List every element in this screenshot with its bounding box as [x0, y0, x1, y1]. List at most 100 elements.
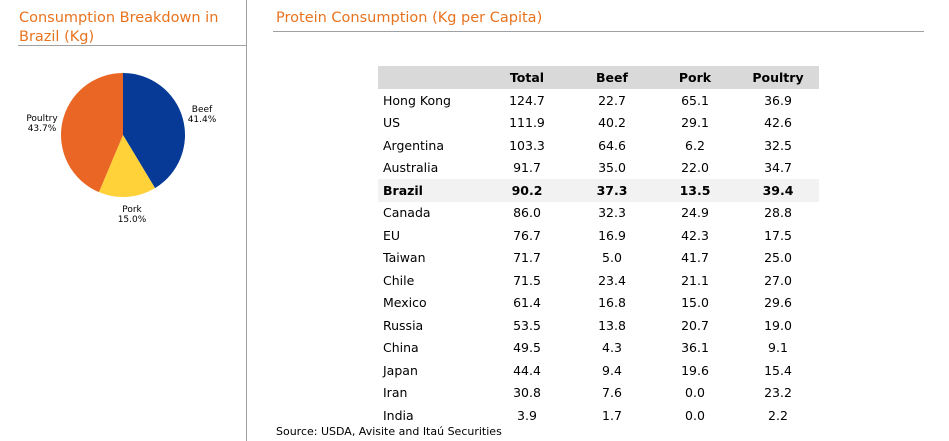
- table-header-row: Total Beef Pork Poultry: [378, 66, 819, 89]
- cell-beef: 4.3: [602, 340, 622, 356]
- cell-poultry: 17.5: [764, 227, 792, 243]
- cell-total: 103.3: [509, 137, 545, 153]
- cell-pork: 36.1: [681, 340, 709, 356]
- pie-value-beef: 41.4%: [188, 115, 217, 125]
- cell-pork: 65.1: [681, 92, 709, 108]
- cell-pork: 13.5: [653, 179, 737, 202]
- cell-total: 124.7: [509, 92, 545, 108]
- cell-beef: 9.4: [602, 362, 622, 378]
- cell-country: Russia: [383, 317, 424, 333]
- cell-pork: 21.1: [681, 272, 709, 288]
- right-title-rule: [273, 31, 924, 32]
- table-row: Australia 91.7 35.0 22.0 34.7: [378, 157, 819, 180]
- cell-country: Mexico: [383, 295, 427, 311]
- table-row: Mexico 61.4 16.8 15.0 29.6: [378, 292, 819, 315]
- cell-beef: 23.4: [598, 272, 626, 288]
- cell-poultry: 19.0: [764, 317, 792, 333]
- cell-poultry: 27.0: [764, 272, 792, 288]
- cell-total: 61.4: [513, 295, 541, 311]
- cell-total: 86.0: [513, 205, 541, 221]
- cell-country: Canada: [383, 205, 431, 221]
- cell-country: Argentina: [383, 137, 444, 153]
- cell-beef: 5.0: [602, 250, 622, 266]
- table-title: Protein Consumption (Kg per Capita): [276, 10, 543, 26]
- cell-total: 53.5: [513, 317, 541, 333]
- table-row: Iran 30.8 7.6 0.0 23.2: [378, 382, 819, 405]
- table-row: Argentina 103.3 64.6 6.2 32.5: [378, 134, 819, 157]
- table-row: China 49.5 4.3 36.1 9.1: [378, 337, 819, 360]
- cell-poultry: 9.1: [768, 340, 788, 356]
- cell-country: Iran: [383, 385, 408, 401]
- cell-pork: 15.0: [681, 295, 709, 311]
- cell-beef: 32.3: [598, 205, 626, 221]
- cell-poultry: 42.6: [764, 115, 792, 131]
- cell-total: 49.5: [513, 340, 541, 356]
- cell-beef: 35.0: [598, 160, 626, 176]
- cell-beef: 40.2: [598, 115, 626, 131]
- panel-divider: [246, 0, 247, 441]
- pie-slice-poultry: [60, 73, 123, 193]
- cell-country: Taiwan: [383, 250, 426, 266]
- header-pork: Pork: [653, 66, 737, 89]
- cell-pork: 6.2: [685, 137, 705, 153]
- table-row: Canada 86.0 32.3 24.9 28.8: [378, 202, 819, 225]
- cell-country: Hong Kong: [383, 92, 451, 108]
- cell-pork: 41.7: [681, 250, 709, 266]
- cell-pork: 42.3: [681, 227, 709, 243]
- cell-poultry: 34.7: [764, 160, 792, 176]
- cell-total: 71.5: [513, 272, 541, 288]
- cell-beef: 64.6: [598, 137, 626, 153]
- table-row: Taiwan 71.7 5.0 41.7 25.0: [378, 247, 819, 270]
- pie-label-poultry: Poultry: [26, 114, 58, 124]
- cell-country: US: [383, 115, 401, 131]
- pie-value-poultry: 43.7%: [28, 124, 57, 134]
- left-title-rule: [18, 45, 246, 46]
- cell-beef: 1.7: [602, 407, 622, 423]
- cell-country: Brazil: [378, 179, 483, 202]
- cell-poultry: 23.2: [764, 385, 792, 401]
- table-row: Brazil 90.2 37.3 13.5 39.4: [378, 179, 819, 202]
- consumption-breakdown-panel: Consumption Breakdown in Brazil (Kg) Bee…: [0, 0, 247, 441]
- cell-beef: 37.3: [571, 179, 653, 202]
- cell-total: 3.9: [517, 407, 537, 423]
- header-total: Total: [483, 66, 571, 89]
- cell-poultry: 36.9: [764, 92, 792, 108]
- cell-poultry: 25.0: [764, 250, 792, 266]
- header-poultry: Poultry: [737, 66, 819, 89]
- cell-pork: 19.6: [681, 362, 709, 378]
- cell-pork: 22.0: [681, 160, 709, 176]
- pie-chart-title: Consumption Breakdown in Brazil (Kg): [19, 10, 219, 45]
- cell-country: China: [383, 340, 419, 356]
- cell-total: 91.7: [513, 160, 541, 176]
- cell-beef: 22.7: [598, 92, 626, 108]
- source-note: Source: USDA, Avisite and Itaú Securitie…: [276, 425, 502, 438]
- pie-slice-beef: [123, 73, 185, 189]
- table-row: India 3.9 1.7 0.0 2.2: [378, 404, 819, 427]
- cell-poultry: 39.4: [737, 179, 819, 202]
- cell-beef: 7.6: [602, 385, 622, 401]
- cell-pork: 0.0: [685, 407, 705, 423]
- cell-pork: 0.0: [685, 385, 705, 401]
- cell-total: 30.8: [513, 385, 541, 401]
- cell-poultry: 29.6: [764, 295, 792, 311]
- cell-poultry: 2.2: [768, 407, 788, 423]
- cell-poultry: 32.5: [764, 137, 792, 153]
- table-row: Hong Kong 124.7 22.7 65.1 36.9: [378, 89, 819, 112]
- pie-label-beef: Beef: [192, 105, 213, 115]
- table-row: Russia 53.5 13.8 20.7 19.0: [378, 314, 819, 337]
- cell-country: India: [383, 407, 414, 423]
- cell-total: 90.2: [483, 179, 571, 202]
- cell-beef: 13.8: [598, 317, 626, 333]
- table-row: Japan 44.4 9.4 19.6 15.4: [378, 359, 819, 382]
- cell-country: EU: [383, 227, 401, 243]
- header-country: [378, 66, 483, 89]
- cell-total: 111.9: [509, 115, 545, 131]
- cell-beef: 16.8: [598, 295, 626, 311]
- pie-slice-pork: [98, 135, 156, 197]
- cell-country: Chile: [383, 272, 415, 288]
- cell-pork: 24.9: [681, 205, 709, 221]
- pie-value-pork: 15.0%: [118, 215, 147, 225]
- table-row: Chile 71.5 23.4 21.1 27.0: [378, 269, 819, 292]
- cell-beef: 16.9: [598, 227, 626, 243]
